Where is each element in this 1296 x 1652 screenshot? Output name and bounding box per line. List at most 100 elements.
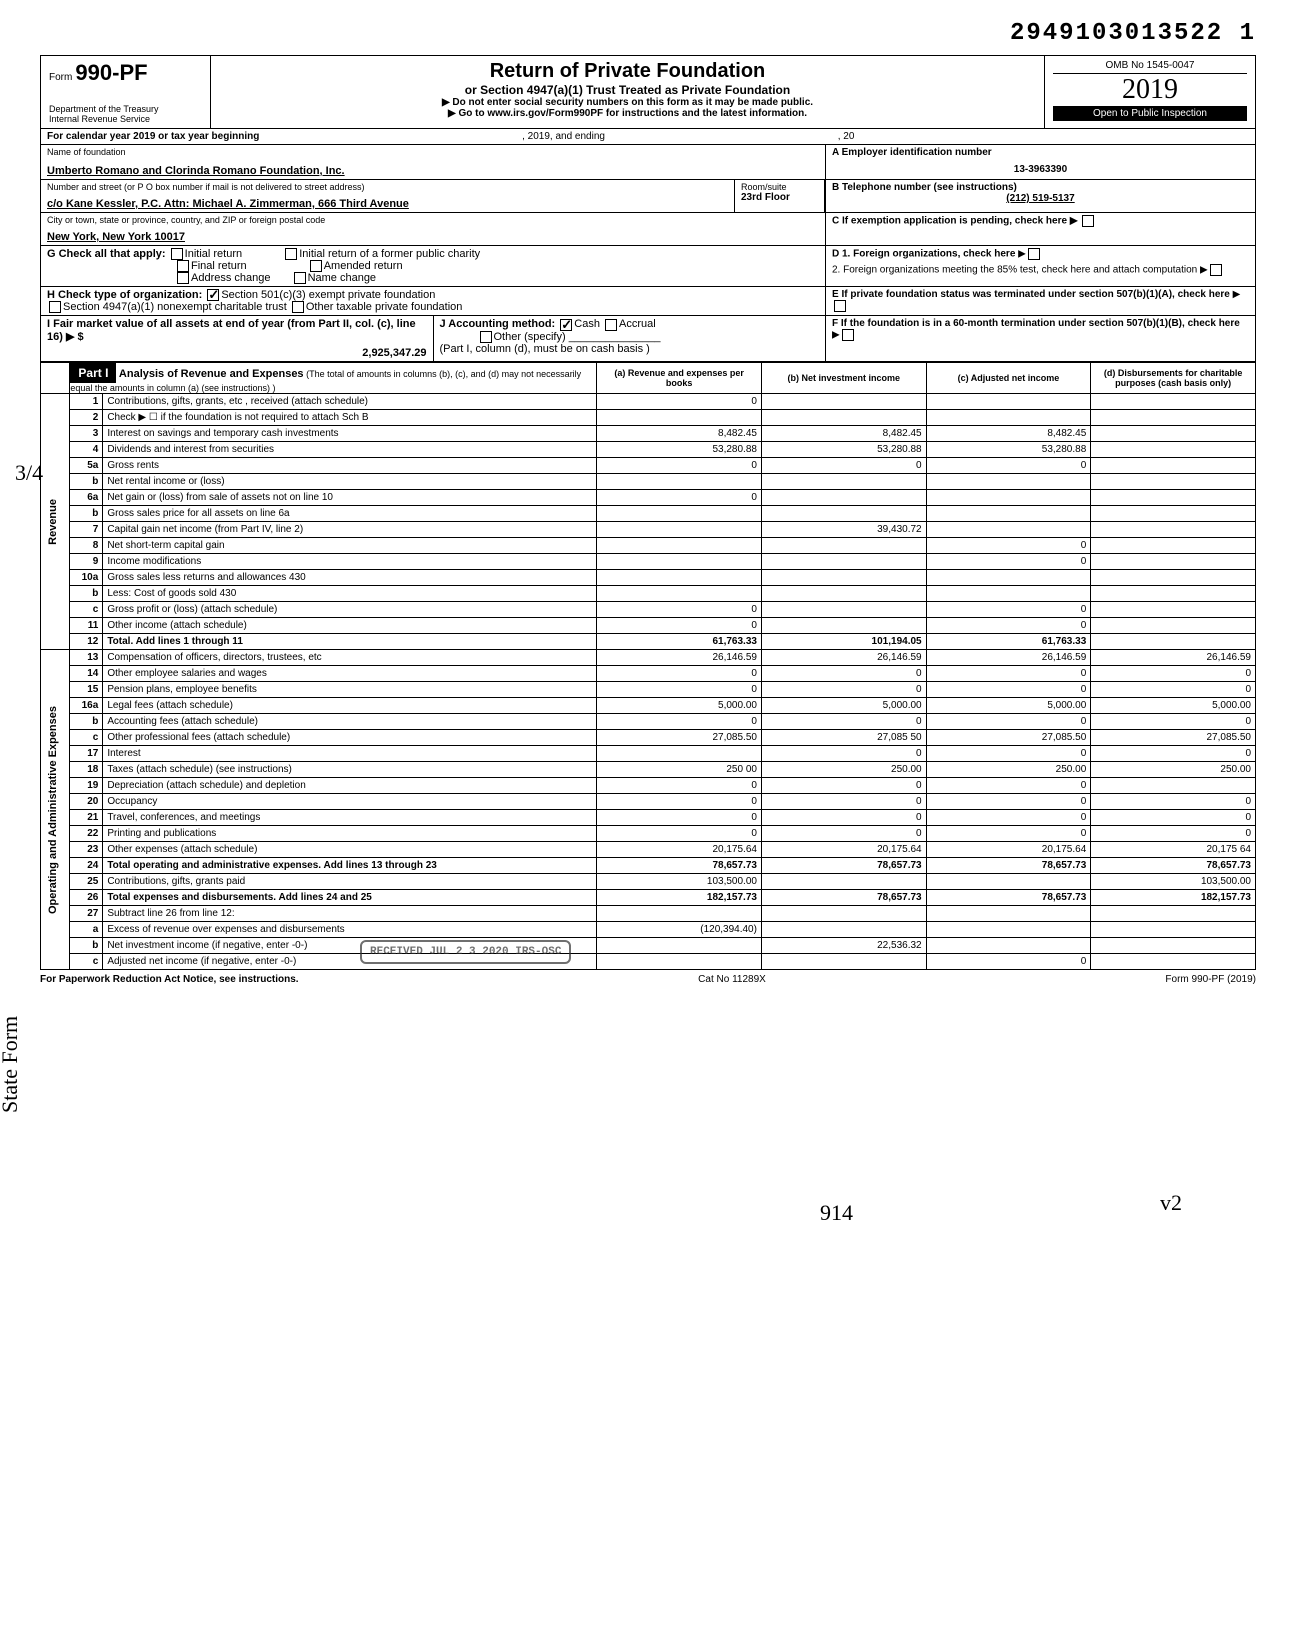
cell-d [1091, 938, 1256, 954]
table-row: 10aGross sales less returns and allowanc… [41, 570, 1256, 586]
table-row: cAdjusted net income (if negative, enter… [41, 954, 1256, 970]
table-row: 19Depreciation (attach schedule) and dep… [41, 778, 1256, 794]
row-num: 5a [70, 458, 103, 474]
form-note-1: ▶ Do not enter social security numbers o… [219, 97, 1036, 108]
table-row: 25Contributions, gifts, grants paid103,5… [41, 874, 1256, 890]
form-title: Return of Private Foundation [219, 60, 1036, 83]
cell-a: 27,085.50 [597, 730, 762, 746]
col-a-header: (a) Revenue and expenses per books [597, 363, 762, 394]
g-address-change[interactable] [177, 272, 189, 284]
cell-b: 0 [761, 746, 926, 762]
phone-value: (212) 519-5137 [832, 193, 1249, 204]
row-desc: Taxes (attach schedule) (see instruction… [103, 762, 597, 778]
handwrite-34: 3/4 [15, 460, 43, 486]
row-desc: Travel, conferences, and meetings [103, 810, 597, 826]
cell-c [926, 570, 1091, 586]
cell-c: 250.00 [926, 762, 1091, 778]
cell-a: 250 00 [597, 762, 762, 778]
cell-b [761, 474, 926, 490]
c-checkbox[interactable] [1082, 215, 1094, 227]
cell-b: 26,146.59 [761, 650, 926, 666]
table-row: 5aGross rents000 [41, 458, 1256, 474]
cell-a [597, 570, 762, 586]
dept-irs: Internal Revenue Service [49, 114, 202, 124]
d2-checkbox[interactable] [1210, 264, 1222, 276]
g-name-change[interactable] [294, 272, 306, 284]
cell-d: 0 [1091, 682, 1256, 698]
row-desc: Net investment income (if negative, ente… [103, 938, 597, 954]
cell-b [761, 538, 926, 554]
row-desc: Total. Add lines 1 through 11 [103, 634, 597, 650]
row-desc: Capital gain net income (from Part IV, l… [103, 522, 597, 538]
j-accrual[interactable] [605, 319, 617, 331]
side-label-expenses: Operating and Administrative Expenses [41, 650, 70, 970]
g-initial-former[interactable] [285, 248, 297, 260]
cell-d [1091, 570, 1256, 586]
row-num: b [70, 506, 103, 522]
cell-a [597, 938, 762, 954]
cell-d: 5,000.00 [1091, 698, 1256, 714]
cell-a: 53,280.88 [597, 442, 762, 458]
row-num: 8 [70, 538, 103, 554]
cell-a [597, 906, 762, 922]
cell-c [926, 506, 1091, 522]
row-num: 20 [70, 794, 103, 810]
j-section: J Accounting method: Cash Accrual Other … [434, 316, 826, 361]
cell-b: 78,657.73 [761, 858, 926, 874]
cell-a [597, 506, 762, 522]
g-amended[interactable] [310, 260, 322, 272]
cell-d: 0 [1091, 826, 1256, 842]
row-num: 11 [70, 618, 103, 634]
ein-value: 13-3963390 [832, 164, 1249, 175]
cell-c: 61,763.33 [926, 634, 1091, 650]
j-other[interactable] [480, 331, 492, 343]
cell-c [926, 410, 1091, 426]
table-row: 6aNet gain or (loss) from sale of assets… [41, 490, 1256, 506]
row-num: 9 [70, 554, 103, 570]
g-initial-return[interactable] [171, 248, 183, 260]
cell-a: 0 [597, 490, 762, 506]
h-4947[interactable] [49, 301, 61, 313]
row-desc: Dividends and interest from securities [103, 442, 597, 458]
cell-d [1091, 634, 1256, 650]
g-final-return[interactable] [177, 260, 189, 272]
cell-a: 182,157.73 [597, 890, 762, 906]
table-row: 17Interest000 [41, 746, 1256, 762]
part1-header: Part I [70, 363, 116, 383]
form-subtitle: or Section 4947(a)(1) Trust Treated as P… [219, 83, 1036, 97]
cell-c: 0 [926, 794, 1091, 810]
cell-a: 78,657.73 [597, 858, 762, 874]
cell-d: 103,500.00 [1091, 874, 1256, 890]
cell-d: 0 [1091, 666, 1256, 682]
d1-checkbox[interactable] [1028, 248, 1040, 260]
table-row: 27Subtract line 26 from line 12: [41, 906, 1256, 922]
table-row: 11Other income (attach schedule)00 [41, 618, 1256, 634]
cell-b: 0 [761, 778, 926, 794]
cell-a [597, 586, 762, 602]
cell-a [597, 410, 762, 426]
row-desc: Other income (attach schedule) [103, 618, 597, 634]
cell-b [761, 586, 926, 602]
table-row: bGross sales price for all assets on lin… [41, 506, 1256, 522]
cell-d [1091, 506, 1256, 522]
c-label: C If exemption application is pending, c… [832, 216, 1078, 227]
cell-d [1091, 538, 1256, 554]
cell-a: 26,146.59 [597, 650, 762, 666]
h-other-taxable[interactable] [292, 301, 304, 313]
cell-b [761, 906, 926, 922]
row-desc: Gross rents [103, 458, 597, 474]
cell-c: 0 [926, 458, 1091, 474]
cell-a: 0 [597, 458, 762, 474]
cell-c: 0 [926, 666, 1091, 682]
table-row: 20Occupancy0000 [41, 794, 1256, 810]
table-row: bNet investment income (if negative, ent… [41, 938, 1256, 954]
row-desc: Compensation of officers, directors, tru… [103, 650, 597, 666]
f-checkbox[interactable] [842, 329, 854, 341]
h-501c3[interactable] [207, 289, 219, 301]
row-num: 15 [70, 682, 103, 698]
cell-d: 0 [1091, 794, 1256, 810]
row-desc: Interest [103, 746, 597, 762]
j-cash[interactable] [560, 319, 572, 331]
e-checkbox[interactable] [834, 300, 846, 312]
name-label: Name of foundation [47, 147, 819, 157]
